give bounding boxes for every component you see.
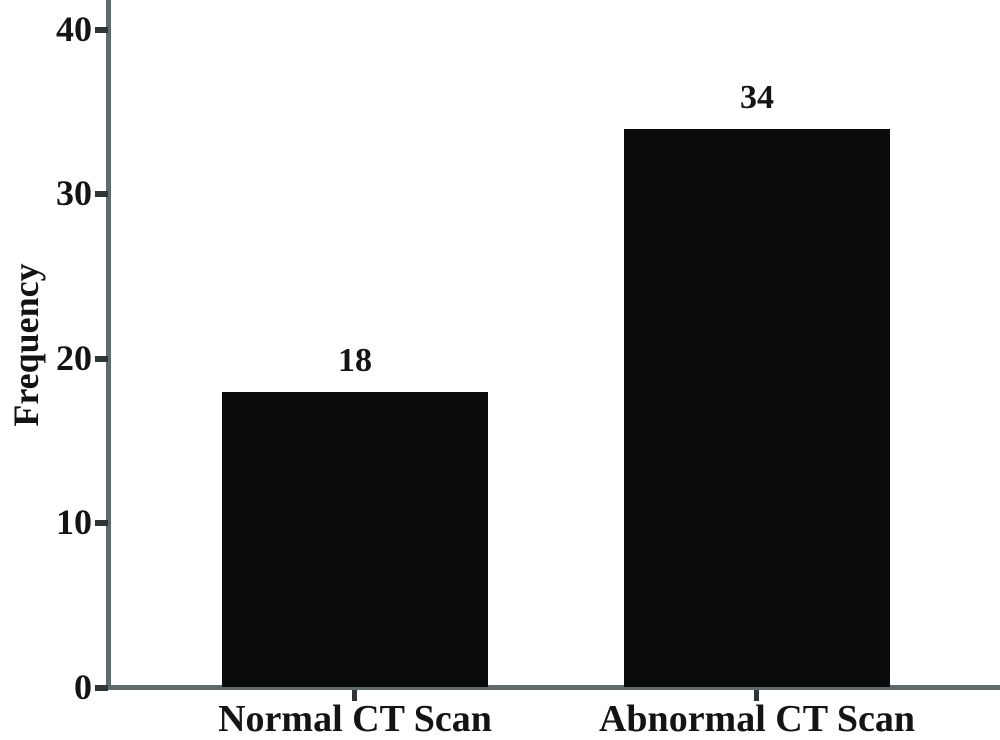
x-axis-line [106,685,1000,690]
bar-1 [624,128,890,688]
y-tick-mark [95,520,108,527]
x-tick-mark [754,690,759,701]
x-tick-mark [352,690,357,701]
y-tick-label: 30 [56,173,92,214]
y-axis-line [106,0,111,690]
category-label: Abnormal CT Scan [598,698,916,740]
y-tick-label: 20 [56,337,92,378]
y-tick-label: 0 [74,666,92,707]
bar-0 [222,391,488,688]
y-tick-mark [95,355,108,362]
y-tick-label: 10 [56,502,92,543]
bar-value-label: 18 [338,341,372,379]
bar-value-label: 34 [740,78,774,116]
y-tick-mark [95,684,108,691]
y-tick-label: 40 [56,8,92,49]
category-label: Normal CT Scan [218,698,492,740]
y-tick-mark [95,26,108,33]
y-tick-mark [95,191,108,198]
